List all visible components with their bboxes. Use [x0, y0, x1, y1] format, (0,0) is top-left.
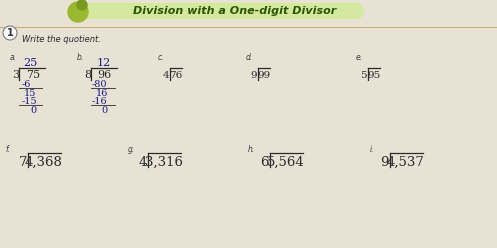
Text: 96: 96 [97, 70, 111, 80]
Text: 0: 0 [101, 106, 107, 115]
Text: -80: -80 [92, 80, 107, 89]
Text: 5: 5 [360, 71, 367, 80]
Text: 4,368: 4,368 [25, 156, 63, 169]
Text: 5,564: 5,564 [267, 156, 305, 169]
Text: 8: 8 [84, 70, 91, 80]
Text: 7: 7 [18, 156, 27, 169]
Text: 12: 12 [97, 58, 111, 68]
Text: 1: 1 [6, 28, 13, 38]
Text: Write the quotient.: Write the quotient. [22, 35, 101, 44]
Text: e.: e. [356, 53, 363, 62]
Circle shape [77, 0, 87, 10]
Circle shape [3, 26, 17, 40]
Text: 75: 75 [26, 70, 40, 80]
Text: -16: -16 [92, 97, 108, 106]
Text: 25: 25 [23, 58, 37, 68]
Text: 9: 9 [381, 156, 389, 169]
Text: 99: 99 [257, 71, 270, 80]
Polygon shape [80, 3, 365, 21]
Text: 3,316: 3,316 [145, 156, 183, 169]
Text: d.: d. [246, 53, 253, 62]
Text: h.: h. [248, 145, 255, 154]
Text: 4: 4 [139, 156, 147, 169]
Text: i.: i. [370, 145, 375, 154]
Text: g.: g. [128, 145, 135, 154]
Text: 16: 16 [96, 89, 108, 98]
Text: 4: 4 [163, 71, 169, 80]
Text: 4,537: 4,537 [387, 156, 425, 169]
Text: b.: b. [77, 53, 84, 62]
Text: 3: 3 [12, 70, 19, 80]
Circle shape [68, 2, 88, 22]
Text: -6: -6 [22, 80, 31, 89]
Text: 95: 95 [367, 71, 380, 80]
Text: 15: 15 [24, 89, 36, 98]
Text: f.: f. [5, 145, 10, 154]
Text: 76: 76 [169, 71, 182, 80]
Text: Division with a One-digit Divisor: Division with a One-digit Divisor [133, 6, 336, 17]
Text: -15: -15 [22, 97, 38, 106]
Text: 0: 0 [30, 106, 36, 115]
Text: 6: 6 [260, 156, 269, 169]
Text: c.: c. [158, 53, 165, 62]
Text: 9: 9 [250, 71, 257, 80]
Text: a.: a. [10, 53, 17, 62]
